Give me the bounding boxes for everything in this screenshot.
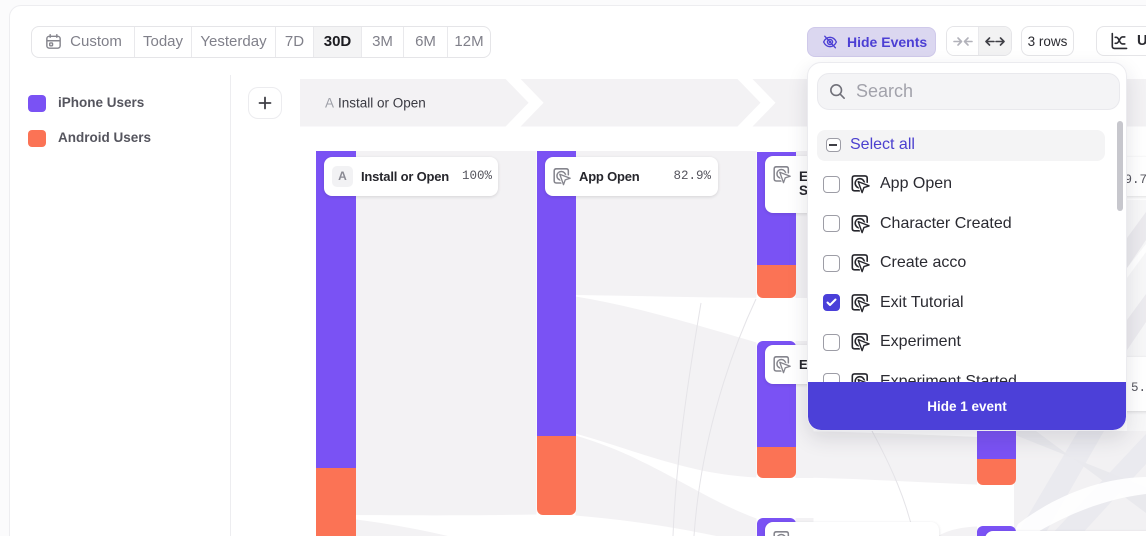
svg-text:Install or Open: Install or Open xyxy=(338,96,426,111)
svg-text:A: A xyxy=(325,96,334,111)
